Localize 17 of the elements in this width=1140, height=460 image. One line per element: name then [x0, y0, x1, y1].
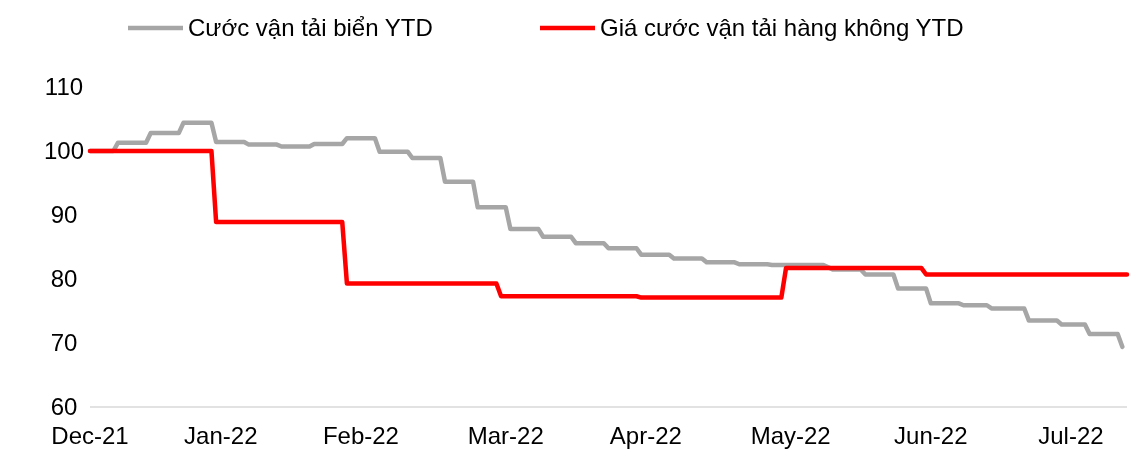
y-tick-label: 110: [44, 73, 84, 101]
x-tick-label: Jun-22: [894, 422, 968, 449]
x-tick-label: Feb-22: [322, 422, 399, 449]
x-tick-label: Jul-22: [1038, 422, 1104, 449]
y-tick-label: 70: [50, 329, 78, 357]
x-tick-label: Apr-22: [609, 422, 682, 449]
x-tick-label: Dec-21: [51, 422, 129, 449]
y-tick-label: 100: [43, 137, 85, 165]
x-tick-label: Mar-22: [467, 422, 544, 449]
line-series: [87, 148, 1130, 300]
legend-label: Cước vận tải biển YTD: [188, 14, 433, 42]
x-tick-label: Jan-22: [184, 422, 258, 449]
legend-label: Giá cước vận tải hàng không YTD: [600, 14, 964, 42]
y-tick-label: 90: [50, 201, 78, 229]
y-tick-label: 80: [50, 265, 78, 293]
x-tick-label: May-22: [750, 422, 831, 449]
y-tick-label: 60: [50, 393, 78, 421]
